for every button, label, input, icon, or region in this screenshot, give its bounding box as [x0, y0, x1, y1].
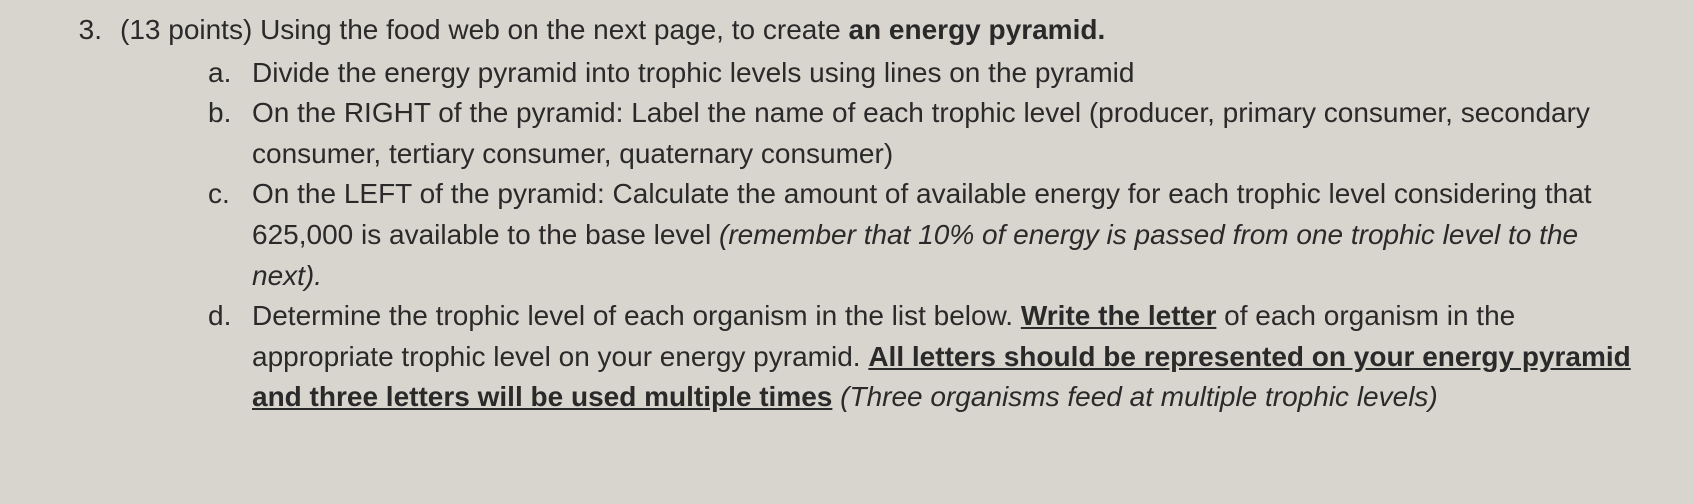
sub-item: c.On the LEFT of the pyramid: Calculate …	[208, 174, 1634, 296]
text-segment	[832, 381, 840, 412]
text-segment: (Three organisms feed at multiple trophi…	[840, 381, 1438, 412]
sub-item-text: On the RIGHT of the pyramid: Label the n…	[252, 93, 1634, 174]
sub-item-list: a.Divide the energy pyramid into trophic…	[120, 51, 1634, 418]
sub-item-letter: a.	[208, 53, 252, 94]
sub-item-text: Determine the trophic level of each orga…	[252, 296, 1634, 418]
question-intro: (13 points) Using the food web on the ne…	[120, 10, 1634, 51]
sub-item-letter: d.	[208, 296, 252, 337]
question-body: (13 points) Using the food web on the ne…	[120, 10, 1634, 418]
sub-item-letter: c.	[208, 174, 252, 215]
sub-item-text: On the LEFT of the pyramid: Calculate th…	[252, 174, 1634, 296]
text-segment: Divide the energy pyramid into trophic l…	[252, 57, 1134, 88]
question-intro-bold: an energy pyramid.	[848, 14, 1105, 45]
sub-item: a.Divide the energy pyramid into trophic…	[208, 53, 1634, 94]
question-number: 3.	[70, 10, 120, 51]
sub-item-text: Divide the energy pyramid into trophic l…	[252, 53, 1634, 94]
text-segment: On the RIGHT of the pyramid: Label the n…	[252, 97, 1590, 169]
text-segment: Determine the trophic level of each orga…	[252, 300, 1021, 331]
sub-item: d.Determine the trophic level of each or…	[208, 296, 1634, 418]
sub-item: b.On the RIGHT of the pyramid: Label the…	[208, 93, 1634, 174]
text-segment: Write the letter	[1021, 300, 1217, 331]
question-block: 3. (13 points) Using the food web on the…	[70, 10, 1634, 418]
question-intro-text: (13 points) Using the food web on the ne…	[120, 14, 848, 45]
sub-item-letter: b.	[208, 93, 252, 134]
